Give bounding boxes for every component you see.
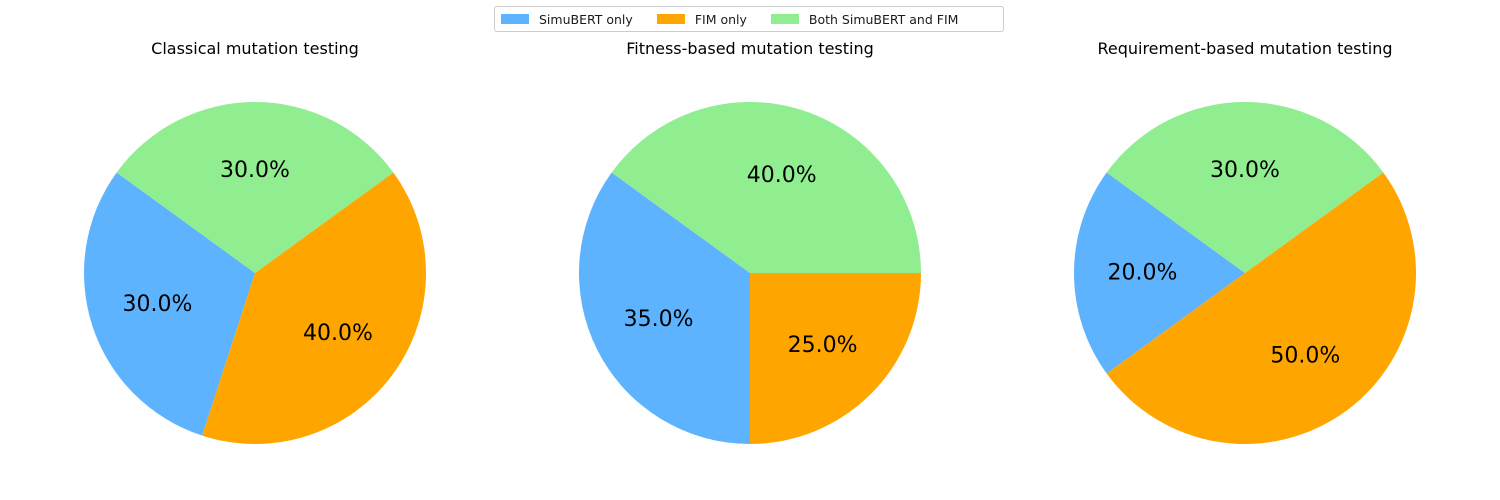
- pie-label-both-simubert-and-fim: 30.0%: [220, 158, 290, 183]
- pie-label-fim-only: 25.0%: [788, 333, 858, 358]
- chart-title-requirement: Requirement-based mutation testing: [1097, 39, 1392, 58]
- pie-label-simubert-only: 20.0%: [1107, 261, 1177, 286]
- chart-title-fitness: Fitness-based mutation testing: [626, 39, 874, 58]
- pie-slice-simubert-only: [579, 172, 750, 445]
- pie-panel-fitness: Fitness-based mutation testing 35.0% 25.0…: [579, 39, 921, 445]
- pie-label-simubert-only: 30.0%: [122, 292, 192, 317]
- legend-label-fim: FIM only: [694, 11, 747, 27]
- pie-label-both-simubert-and-fim: 30.0%: [1210, 158, 1280, 183]
- legend-swatch-fim: [656, 14, 685, 24]
- legend-label-simubert: SimuBERT only: [539, 11, 633, 27]
- legend-swatch-both: [770, 14, 799, 24]
- pie-slice-fim-only: [202, 172, 426, 445]
- pie-label-fim-only: 40.0%: [303, 321, 373, 346]
- legend-label-both: Both SimuBERT and FIM: [808, 11, 959, 27]
- pie-label-fim-only: 50.0%: [1270, 344, 1340, 369]
- pie-panel-classical: Classical mutation testing 30.0% 40.0% 30.…: [84, 39, 426, 445]
- pie-slice-fim-only: [1106, 172, 1416, 445]
- pie-slice-simubert-only: [1074, 172, 1245, 374]
- legend-entry-fim: FIM only: [656, 11, 747, 27]
- pie-label-simubert-only: 35.0%: [624, 307, 694, 332]
- legend-entry-both: Both SimuBERT and FIM: [770, 11, 959, 27]
- pie-slice-fim-only: [750, 273, 921, 444]
- pie-slice-both-simubert-and-fim: [116, 102, 394, 273]
- legend: SimuBERT only FIM only Both SimuBERT and…: [494, 6, 1004, 32]
- chart-title-classical: Classical mutation testing: [151, 39, 359, 58]
- pie-slice-simubert-only: [84, 172, 256, 436]
- pie-slice-both-simubert-and-fim: [611, 102, 921, 273]
- pie-label-both-simubert-and-fim: 40.0%: [747, 163, 817, 188]
- pie-panel-requirement: Requirement-based mutation testing 20.0%…: [1074, 39, 1416, 445]
- pie-slice-both-simubert-and-fim: [1106, 102, 1384, 273]
- legend-swatch-simubert: [501, 14, 529, 24]
- legend-entry-simubert: SimuBERT only: [501, 12, 633, 27]
